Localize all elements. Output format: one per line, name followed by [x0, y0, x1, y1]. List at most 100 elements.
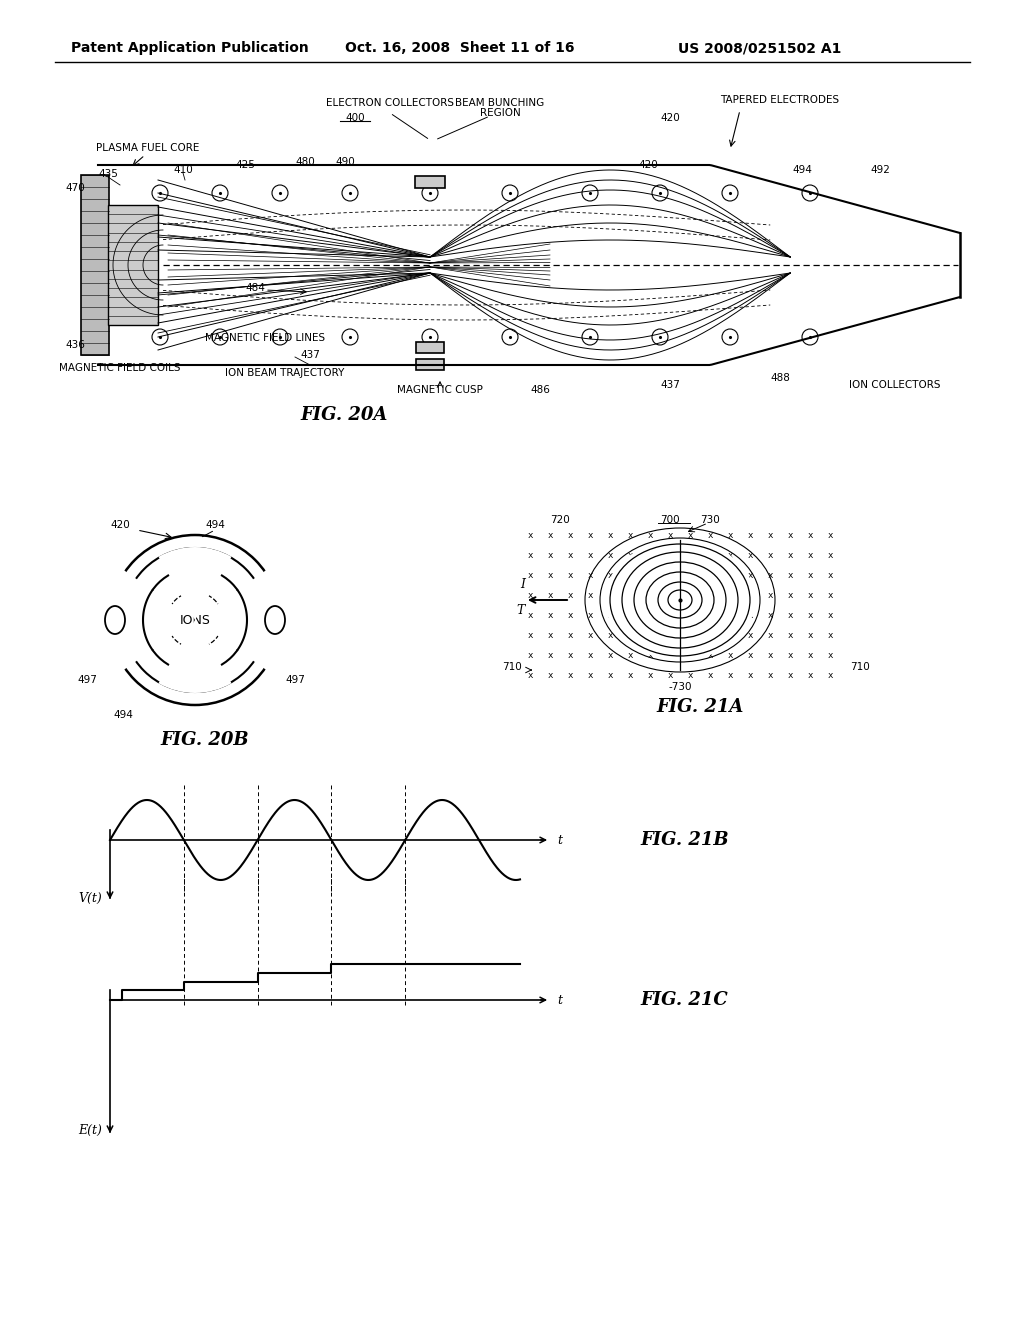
Text: x: x: [547, 651, 553, 660]
Text: x: x: [748, 651, 753, 660]
Text: x: x: [628, 590, 633, 599]
Text: 484: 484: [245, 282, 265, 293]
Text: x: x: [527, 570, 532, 579]
Wedge shape: [159, 546, 231, 620]
Text: x: x: [628, 550, 633, 560]
Text: x: x: [727, 651, 733, 660]
Text: x: x: [827, 570, 833, 579]
Text: x: x: [567, 531, 572, 540]
Bar: [415, 176, 445, 187]
Text: x: x: [708, 610, 713, 619]
Text: 480: 480: [295, 157, 314, 168]
Text: x: x: [767, 671, 773, 680]
Bar: [81, 176, 109, 355]
Text: x: x: [607, 570, 612, 579]
Text: x: x: [647, 671, 652, 680]
Text: t: t: [557, 994, 562, 1006]
Text: x: x: [787, 671, 793, 680]
Text: 420: 420: [660, 114, 680, 123]
Text: x: x: [527, 631, 532, 639]
Text: x: x: [787, 570, 793, 579]
Text: x: x: [607, 590, 612, 599]
Text: 470: 470: [66, 183, 85, 193]
Text: x: x: [588, 531, 593, 540]
Text: x: x: [567, 610, 572, 619]
Text: x: x: [807, 610, 813, 619]
Bar: [416, 359, 444, 370]
Text: x: x: [668, 550, 673, 560]
Text: x: x: [647, 550, 652, 560]
Text: x: x: [687, 651, 692, 660]
Text: x: x: [527, 651, 532, 660]
Text: x: x: [787, 531, 793, 540]
Text: 494: 494: [205, 520, 225, 531]
Text: x: x: [647, 610, 652, 619]
Text: x: x: [687, 531, 692, 540]
Text: 492: 492: [870, 165, 890, 176]
Text: x: x: [567, 550, 572, 560]
Text: x: x: [567, 570, 572, 579]
Text: x: x: [787, 610, 793, 619]
Text: Patent Application Publication: Patent Application Publication: [71, 41, 309, 55]
Text: US 2008/0251502 A1: US 2008/0251502 A1: [678, 41, 842, 55]
Text: t: t: [557, 833, 562, 846]
Text: Oct. 16, 2008  Sheet 11 of 16: Oct. 16, 2008 Sheet 11 of 16: [345, 41, 574, 55]
Text: x: x: [567, 590, 572, 599]
Text: x: x: [827, 610, 833, 619]
Text: x: x: [668, 651, 673, 660]
Text: x: x: [827, 631, 833, 639]
Text: x: x: [807, 570, 813, 579]
Text: x: x: [748, 531, 753, 540]
Wedge shape: [159, 620, 231, 693]
Text: x: x: [588, 631, 593, 639]
Text: x: x: [727, 631, 733, 639]
Text: x: x: [668, 610, 673, 619]
Text: x: x: [628, 610, 633, 619]
Text: x: x: [687, 590, 692, 599]
Text: x: x: [527, 590, 532, 599]
Text: x: x: [767, 610, 773, 619]
Text: 400: 400: [345, 114, 365, 123]
Text: ION COLLECTORS: ION COLLECTORS: [849, 380, 941, 389]
Text: x: x: [748, 631, 753, 639]
Text: x: x: [767, 651, 773, 660]
Text: T: T: [517, 603, 525, 616]
Text: x: x: [827, 651, 833, 660]
Text: x: x: [527, 550, 532, 560]
Text: x: x: [748, 550, 753, 560]
Text: MAGNETIC FIELD COILS: MAGNETIC FIELD COILS: [59, 363, 181, 374]
Text: x: x: [767, 550, 773, 560]
Text: FIG. 20B: FIG. 20B: [161, 731, 249, 748]
Text: x: x: [687, 671, 692, 680]
Text: x: x: [628, 671, 633, 680]
Text: x: x: [588, 651, 593, 660]
Text: x: x: [547, 531, 553, 540]
Text: x: x: [628, 570, 633, 579]
Text: 730: 730: [700, 515, 720, 525]
Text: FIG. 21A: FIG. 21A: [656, 698, 743, 715]
Text: x: x: [547, 550, 553, 560]
Text: x: x: [588, 610, 593, 619]
Text: 486: 486: [530, 385, 550, 395]
Text: x: x: [607, 610, 612, 619]
Text: x: x: [607, 531, 612, 540]
Text: x: x: [708, 651, 713, 660]
Text: x: x: [708, 590, 713, 599]
Text: x: x: [687, 610, 692, 619]
Text: ELECTRON COLLECTORS: ELECTRON COLLECTORS: [326, 98, 454, 108]
Text: REGION: REGION: [479, 108, 520, 117]
Text: x: x: [527, 610, 532, 619]
Text: x: x: [628, 531, 633, 540]
Text: x: x: [628, 651, 633, 660]
Text: x: x: [827, 590, 833, 599]
Text: x: x: [727, 610, 733, 619]
Text: x: x: [588, 671, 593, 680]
Text: BEAM BUNCHING: BEAM BUNCHING: [456, 98, 545, 108]
Text: x: x: [807, 631, 813, 639]
Text: x: x: [787, 590, 793, 599]
Text: TAPERED ELECTRODES: TAPERED ELECTRODES: [721, 95, 840, 106]
Text: MAGNETIC FIELD LINES: MAGNETIC FIELD LINES: [205, 333, 325, 343]
Text: x: x: [547, 610, 553, 619]
Text: 436: 436: [66, 341, 85, 350]
Text: x: x: [727, 531, 733, 540]
